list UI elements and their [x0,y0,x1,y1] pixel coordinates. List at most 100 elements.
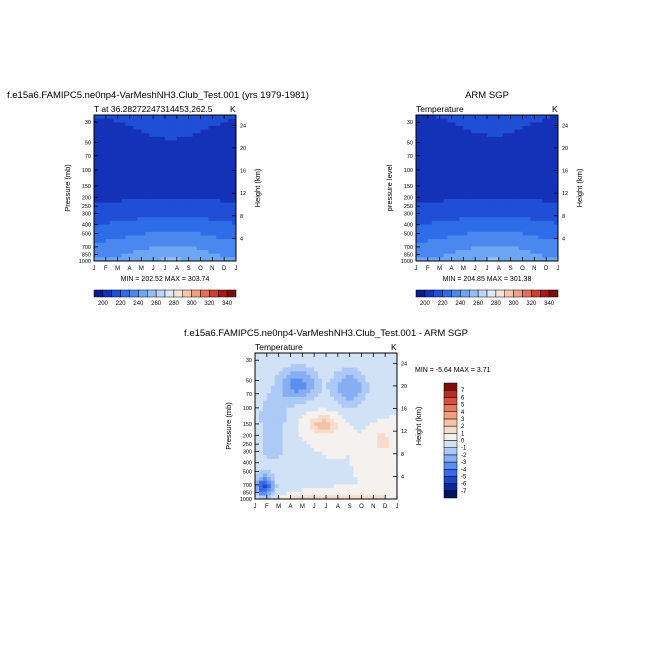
contour-cell [153,195,158,200]
contour-cell [298,440,303,445]
contour-cell [318,480,323,485]
colorbar-swatch [226,289,237,298]
contour-cell [318,455,323,460]
contour-cell [133,257,138,262]
contour-cell [220,246,225,251]
contour-cell [443,209,448,214]
colorbar-swatch [102,289,113,298]
contour-cell [149,144,154,149]
panel-obs-contour-plot: J F M A M J J A S O N D J305070100150200250300400500… [385,114,584,272]
contour-cell [165,184,170,189]
contour-cell [542,122,547,127]
contour-cell [329,374,335,379]
contour-cell [172,195,178,200]
contour-cell [381,480,386,485]
contour-cell [451,166,456,171]
contour-cell [329,473,335,478]
contour-cell [255,477,260,482]
contour-cell [550,147,555,152]
contour-cell [322,436,327,441]
contour-cell [353,407,358,412]
contour-cell [274,367,280,372]
contour-cell [353,378,358,383]
contour-cell [419,213,425,218]
contour-cell [534,188,539,193]
contour-cell [455,118,460,123]
contour-cell [153,235,158,240]
contour-cell [109,136,115,141]
contour-cell [416,228,421,233]
contour-cell [502,195,508,200]
contour-cell [369,491,374,496]
y-tick-label: 300 [82,211,91,217]
contour-cell [94,144,99,149]
contour-cell [357,455,362,460]
contour-cell [471,220,476,225]
contour-cell [554,118,559,123]
contour-cell [286,360,291,365]
contour-cell [266,356,272,361]
contour-cell [216,224,221,229]
contour-cell [443,184,448,189]
contour-cell [439,209,445,214]
contour-cell [435,140,441,145]
x-tick-label: M [461,266,466,272]
y-tick-label: 250 [243,442,252,448]
contour-cell [258,440,264,445]
contour-cell [262,477,268,482]
contour-cell [161,158,166,163]
contour-cell [208,239,213,244]
contour-cell [349,484,355,489]
contour-cell [369,360,374,365]
contour-cell [196,155,201,160]
contour-cell [266,367,272,372]
contour-cell [373,353,378,358]
contour-cell [502,144,508,149]
contour-cell [153,169,158,174]
contour-cell [416,198,421,203]
contour-cell [232,231,237,236]
contour-cell [255,488,260,493]
contour-cell [431,195,437,200]
contour-cell [337,491,343,496]
contour-cell [546,242,551,247]
contour-cell [427,209,433,214]
contour-cell [337,422,343,427]
contour-cell [117,206,123,211]
contour-cell [105,224,111,229]
contour-cell [506,228,512,233]
contour-cell [141,173,146,178]
contour-cell [467,151,472,156]
y-tick-label: 500 [243,470,252,476]
contour-cell [97,133,103,138]
contour-cell [204,228,209,233]
contour-cell [534,206,539,211]
contour-cell [298,404,303,409]
contour-cell [109,162,115,167]
contour-cell [133,125,138,130]
contour-cell [266,429,272,434]
contour-cell [431,169,437,174]
contour-cell [377,484,382,489]
contour-cell [310,378,315,383]
contour-cell [341,444,347,449]
contour-cell [329,469,335,474]
contour-cell [94,151,99,156]
contour-cell [443,246,448,251]
contour-cell [188,228,194,233]
colorbar-label: -1 [461,446,467,452]
contour-cell [498,158,504,163]
contour-cell [290,400,295,405]
contour-cell [546,228,551,233]
contour-cell [329,367,335,372]
contour-cell [554,155,559,160]
contour-cell [381,429,386,434]
contour-cell [270,367,276,372]
contour-cell [204,158,209,163]
contour-cell [212,191,217,196]
contour-cell [212,250,217,255]
contour-cell [101,224,107,229]
contour-cell [270,458,276,463]
contour-cell [278,429,284,434]
contour-cell [262,447,268,452]
